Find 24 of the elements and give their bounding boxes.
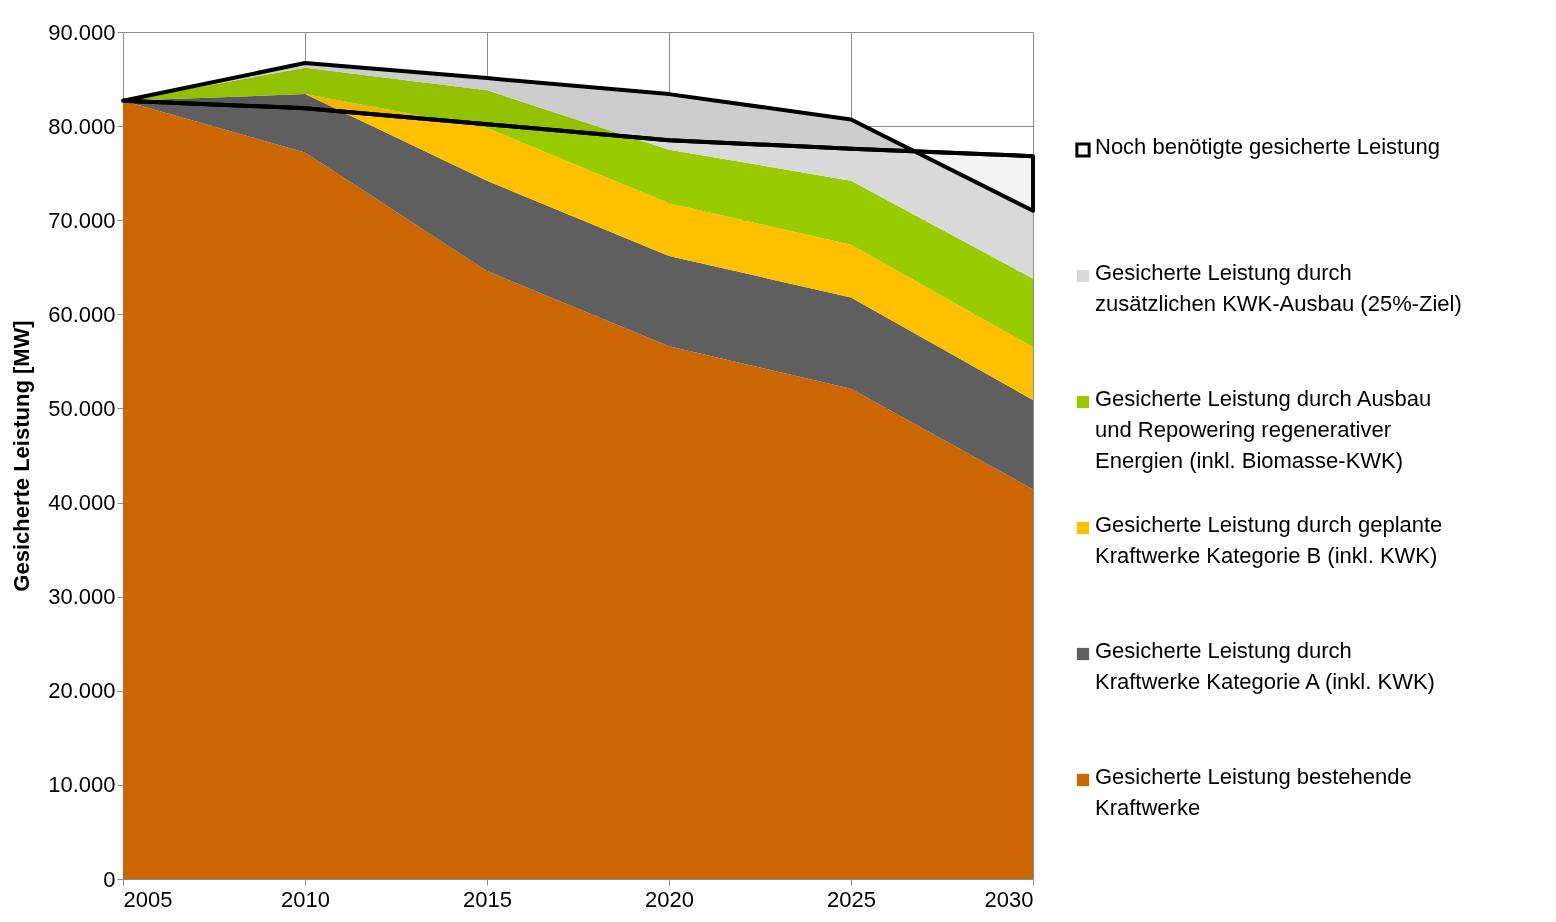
legend-label: Gesicherte Leistung durch Ausbau und Repowering regenerativer Energien (inkl. Biomasse-KWK): [1095, 386, 1432, 473]
x-tick-label: 2025: [827, 886, 876, 912]
x-tick-label: 2010: [281, 886, 330, 912]
x-tick-label: 2030: [984, 886, 1034, 912]
legend-label: Gesicherte Leistung bestehende Kraftwerke: [1095, 764, 1412, 820]
y-tick-label: 20.000: [48, 678, 116, 704]
y-tick-label: 0: [103, 866, 116, 892]
y-axis-title: Gesicherte Leistung [MW]: [9, 320, 35, 592]
y-tick-label: 40.000: [48, 490, 116, 516]
x-tick-label: 2015: [463, 886, 512, 912]
legend-label: Noch benötigte gesicherte Leistung: [1095, 134, 1440, 159]
line-series: [121, 98, 1035, 159]
y-tick-label: 80.000: [48, 113, 116, 139]
legend-label: Gesicherte Leistung durch zusätzlichen KWK-Ausbau (25%-Ziel): [1095, 260, 1462, 316]
y-tick-label: 30.000: [48, 584, 116, 610]
y-tick-label: 50.000: [48, 395, 116, 421]
x-tick-label: 2020: [645, 886, 694, 912]
x-tick-label: 2005: [123, 886, 173, 912]
y-tick-label: 70.000: [48, 207, 116, 233]
legend-label: Gesicherte Leistung durch Kraftwerke Kategorie A (inkl. KWK): [1095, 638, 1435, 694]
legend-label: Gesicherte Leistung durch geplante Kraftwerke Kategorie B (inkl. KWK): [1095, 512, 1443, 568]
y-tick-label: 10.000: [48, 772, 116, 798]
y-tick-label: 60.000: [48, 301, 116, 327]
y-tick-label: 90.000: [48, 19, 116, 45]
